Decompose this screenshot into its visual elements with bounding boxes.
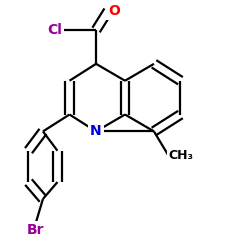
Text: N: N <box>90 124 102 138</box>
Text: Cl: Cl <box>48 23 62 37</box>
Text: O: O <box>108 4 120 18</box>
Text: CH₃: CH₃ <box>168 149 194 162</box>
Text: Br: Br <box>27 223 44 237</box>
